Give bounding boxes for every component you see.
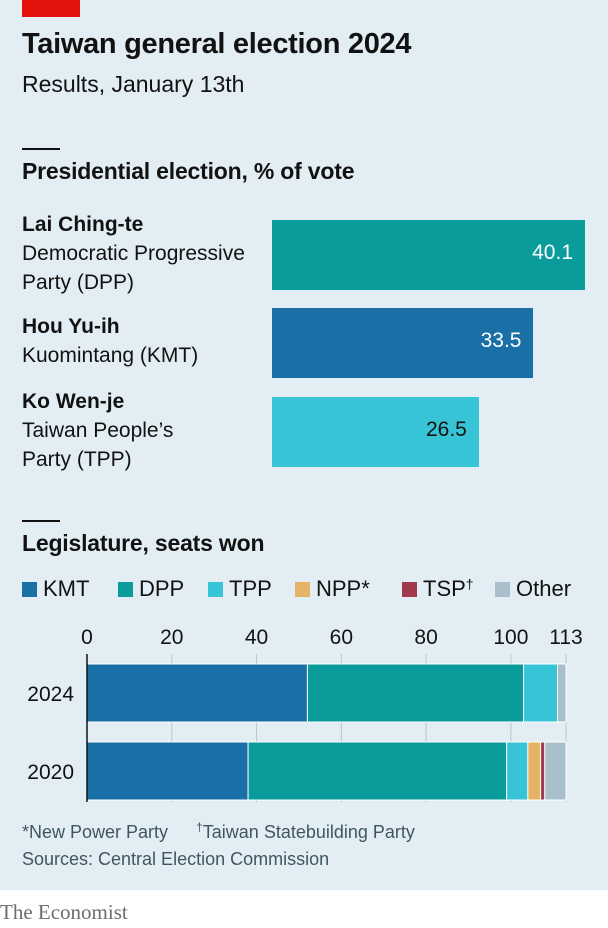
- legislature-legend: KMT DPP TPP NPP* TSP † Other: [22, 576, 602, 606]
- x-tick-label: 113: [549, 626, 582, 649]
- presidential-bar-value: 33.5: [480, 329, 522, 352]
- legislature-section-title: Legislature, seats won: [22, 530, 265, 556]
- presidential-bar: 33.5: [272, 308, 534, 378]
- y-category-label: 2024: [27, 683, 74, 706]
- legend-item-other: Other: [495, 576, 571, 602]
- presidential-bar: 40.1: [272, 220, 585, 290]
- seat-segment-tsp: [540, 741, 546, 801]
- presidential-bar-value: 26.5: [425, 418, 467, 441]
- legend-swatch: [118, 581, 133, 597]
- footnote-npp: *New Power Party: [22, 822, 169, 842]
- footnotes: *New Power Party †Taiwan Statebuilding P…: [22, 820, 415, 843]
- candidate-party: Democratic Progressive: [22, 242, 245, 265]
- candidate-party: Kuomintang (KMT): [22, 344, 199, 367]
- footnote-tsp: Taiwan Statebuilding Party: [202, 822, 415, 842]
- seat-segment-tpp: [506, 741, 529, 801]
- candidate-name: Lai Ching-te: [22, 213, 144, 236]
- legislature-chart: 0 20 40 60 80 100 113 2024 2020: [27, 626, 583, 802]
- presidential-bar: 26.5: [272, 397, 479, 467]
- candidate-party: Party (DPP): [22, 271, 135, 294]
- legend-item-kmt: KMT: [22, 576, 89, 602]
- seat-segment-kmt: [86, 741, 249, 801]
- legend-swatch: [402, 581, 417, 597]
- seat-segment-npp: [527, 741, 542, 801]
- candidate-name: Ko Wen-je: [22, 390, 125, 413]
- seat-segment-other: [544, 741, 567, 801]
- legend-label: DPP: [139, 576, 185, 601]
- seat-segment-other: [557, 663, 567, 723]
- candidate-hou: Hou Yu-ih Kuomintang (KMT): [22, 312, 272, 370]
- legend-swatch: [22, 581, 37, 597]
- legend-swatch: [208, 581, 223, 597]
- seat-segment-kmt: [86, 663, 308, 723]
- brand-red-tag: [22, 0, 80, 17]
- legend-label: Other: [516, 576, 572, 601]
- section-rule: [22, 148, 60, 150]
- legend-swatch: [295, 581, 310, 597]
- y-category-label: 2020: [27, 761, 74, 784]
- legend-item-tsp: TSP †: [402, 576, 474, 602]
- legend-label: TPP: [229, 576, 272, 601]
- legend-item-tpp: TPP: [208, 576, 272, 602]
- candidate-ko: Ko Wen-je Taiwan People’s Party (TPP): [22, 387, 272, 474]
- candidate-party: Party (TPP): [22, 448, 132, 471]
- presidential-bar-value: 40.1: [532, 241, 573, 264]
- x-tick-label: 0: [81, 626, 93, 649]
- sources-note: Sources: Central Election Commission: [22, 849, 330, 869]
- legend-label: NPP*: [316, 576, 370, 601]
- legend-label: TSP: [423, 576, 466, 601]
- legend-sup: †: [465, 576, 474, 592]
- legend-item-dpp: DPP: [118, 576, 184, 602]
- candidate-name: Hou Yu-ih: [22, 315, 120, 338]
- seat-segment-dpp: [306, 663, 525, 723]
- seat-segment-dpp: [247, 741, 508, 801]
- economist-logo-text: The Economist: [0, 900, 128, 924]
- section-rule: [22, 520, 60, 522]
- seat-segment-tpp: [523, 663, 559, 723]
- chart-subtitle: Results, January 13th: [22, 71, 245, 97]
- footnote-dagger: †: [196, 820, 203, 834]
- x-tick-label: 40: [245, 626, 268, 649]
- candidate-lai: Lai Ching-te Democratic Progressive Part…: [22, 210, 272, 297]
- presidential-section-title: Presidential election, % of vote: [22, 158, 355, 184]
- x-tick-label: 60: [330, 626, 353, 649]
- x-tick-label: 80: [414, 626, 437, 649]
- legend-swatch: [495, 581, 510, 597]
- x-tick-label: 100: [493, 626, 528, 649]
- chart-title: Taiwan general election 2024: [22, 28, 412, 60]
- x-tick-label: 20: [160, 626, 183, 649]
- legend-label: KMT: [43, 576, 90, 601]
- candidate-party: Taiwan People’s: [22, 419, 174, 442]
- legend-item-npp: NPP*: [295, 576, 370, 602]
